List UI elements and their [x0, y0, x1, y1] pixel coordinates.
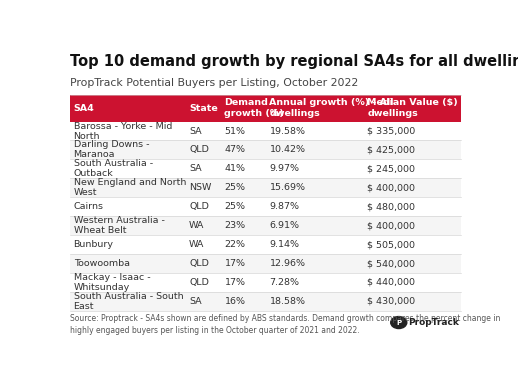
Text: 18.58%: 18.58% [269, 297, 306, 306]
Text: Mackay - Isaac -
Whitsunday: Mackay - Isaac - Whitsunday [74, 273, 150, 292]
Text: $ 400,000: $ 400,000 [367, 221, 415, 230]
Text: $ 245,000: $ 245,000 [367, 165, 415, 173]
Bar [69, 178, 462, 197]
Text: 16%: 16% [224, 297, 246, 306]
Text: 6.91%: 6.91% [269, 221, 299, 230]
Text: 19.58%: 19.58% [269, 126, 306, 135]
Text: South Australia -
Outback: South Australia - Outback [74, 159, 153, 179]
Text: 23%: 23% [224, 221, 246, 230]
Circle shape [391, 317, 407, 329]
Text: $ 335,000: $ 335,000 [367, 126, 415, 135]
Text: 7.28%: 7.28% [269, 278, 299, 287]
Text: 51%: 51% [224, 126, 246, 135]
Text: $ 480,000: $ 480,000 [367, 202, 415, 211]
Text: 9.14%: 9.14% [269, 240, 299, 249]
Text: SA4: SA4 [74, 103, 94, 112]
Text: SA: SA [189, 126, 202, 135]
Text: QLD: QLD [189, 259, 209, 268]
Text: PropTrack Potential Buyers per Listing, October 2022: PropTrack Potential Buyers per Listing, … [69, 78, 358, 88]
Text: Demand
growth (%): Demand growth (%) [224, 98, 284, 118]
Text: $ 430,000: $ 430,000 [367, 297, 415, 306]
Text: QLD: QLD [189, 145, 209, 154]
Bar [69, 292, 462, 311]
Text: Cairns: Cairns [74, 202, 104, 211]
Bar [69, 235, 462, 254]
Bar [69, 121, 462, 140]
Text: Barossa - Yorke - Mid
North: Barossa - Yorke - Mid North [74, 121, 172, 140]
Text: QLD: QLD [189, 278, 209, 287]
Text: P: P [396, 319, 401, 326]
Text: 15.69%: 15.69% [269, 183, 306, 192]
Bar [69, 216, 462, 235]
Text: Toowoomba: Toowoomba [74, 259, 130, 268]
Text: QLD: QLD [189, 202, 209, 211]
Bar [69, 197, 462, 216]
Text: Western Australia -
Wheat Belt: Western Australia - Wheat Belt [74, 216, 164, 235]
Text: $ 425,000: $ 425,000 [367, 145, 415, 154]
Text: Top 10 demand growth by regional SA4s for all dwellings: Top 10 demand growth by regional SA4s fo… [69, 54, 518, 69]
Text: 47%: 47% [224, 145, 246, 154]
Text: Bunbury: Bunbury [74, 240, 113, 249]
Text: 25%: 25% [224, 183, 246, 192]
Text: New England and North
West: New England and North West [74, 178, 186, 197]
Text: SA: SA [189, 165, 202, 173]
Text: WA: WA [189, 221, 205, 230]
Text: Source: Proptrack - SA4s shown are defined by ABS standards. Demand growth compa: Source: Proptrack - SA4s shown are defin… [69, 314, 500, 335]
Text: 9.87%: 9.87% [269, 202, 299, 211]
Text: WA: WA [189, 240, 205, 249]
Text: Annual growth (%) - All
dwellings: Annual growth (%) - All dwellings [269, 98, 394, 118]
Text: Median Value ($) - All
dwellings: Median Value ($) - All dwellings [367, 98, 482, 118]
Text: 9.97%: 9.97% [269, 165, 299, 173]
Text: 41%: 41% [224, 165, 246, 173]
Bar [69, 159, 462, 178]
Text: NSW: NSW [189, 183, 211, 192]
Text: State: State [189, 103, 218, 112]
Text: 22%: 22% [224, 240, 246, 249]
Text: PropTrack: PropTrack [408, 318, 459, 327]
Text: SA: SA [189, 297, 202, 306]
Bar [69, 95, 462, 121]
Bar [69, 254, 462, 273]
Text: 17%: 17% [224, 278, 246, 287]
Text: $ 505,000: $ 505,000 [367, 240, 415, 249]
Text: $ 440,000: $ 440,000 [367, 278, 415, 287]
Bar [69, 273, 462, 292]
Text: South Australia - South
East: South Australia - South East [74, 292, 183, 311]
Text: $ 400,000: $ 400,000 [367, 183, 415, 192]
Text: $ 540,000: $ 540,000 [367, 259, 415, 268]
Text: 25%: 25% [224, 202, 246, 211]
Text: 10.42%: 10.42% [269, 145, 306, 154]
Text: 17%: 17% [224, 259, 246, 268]
Bar [69, 140, 462, 159]
Text: 12.96%: 12.96% [269, 259, 306, 268]
Text: Darling Downs -
Maranoa: Darling Downs - Maranoa [74, 140, 149, 159]
